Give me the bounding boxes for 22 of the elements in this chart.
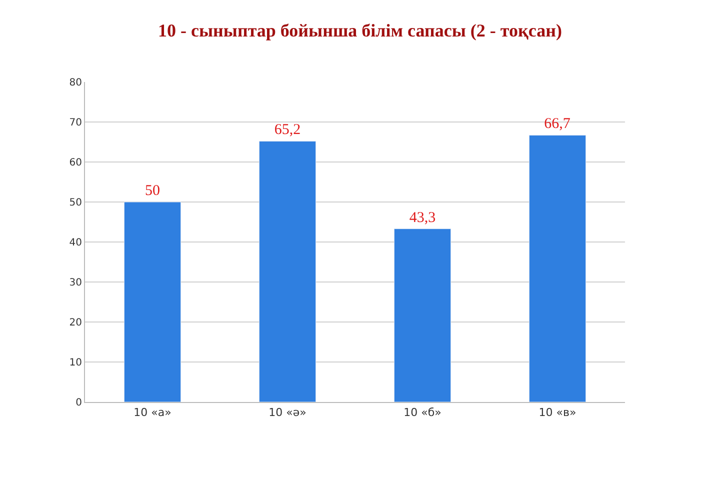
y-tick-label: 60 [69, 158, 82, 168]
y-tick-label: 10 [69, 358, 82, 368]
y-tick-label: 50 [69, 198, 82, 208]
y-tick-label: 80 [69, 78, 82, 88]
bar [394, 228, 452, 402]
data-label: 65,2 [274, 122, 301, 138]
data-label: 66,7 [544, 116, 571, 132]
bar [124, 202, 182, 402]
data-label: 50 [145, 183, 160, 199]
y-tick-label: 70 [69, 118, 82, 128]
x-tick-label: 10 «а» [134, 406, 172, 420]
data-label: 43,3 [409, 210, 436, 226]
y-tick-label: 0 [76, 398, 82, 408]
x-tick-label: 10 «ә» [268, 406, 306, 420]
y-tick-label: 20 [69, 318, 82, 328]
x-tick-label: 10 «б» [404, 406, 442, 420]
y-tick-label: 40 [69, 238, 82, 248]
y-tick-label: 30 [69, 278, 82, 288]
x-tick-label: 10 «в» [538, 406, 576, 420]
bar [528, 134, 586, 402]
bar [258, 140, 316, 402]
chart-title: 10 - сыныптар бойынша білім сапасы (2 - тоқсан) [158, 20, 562, 41]
